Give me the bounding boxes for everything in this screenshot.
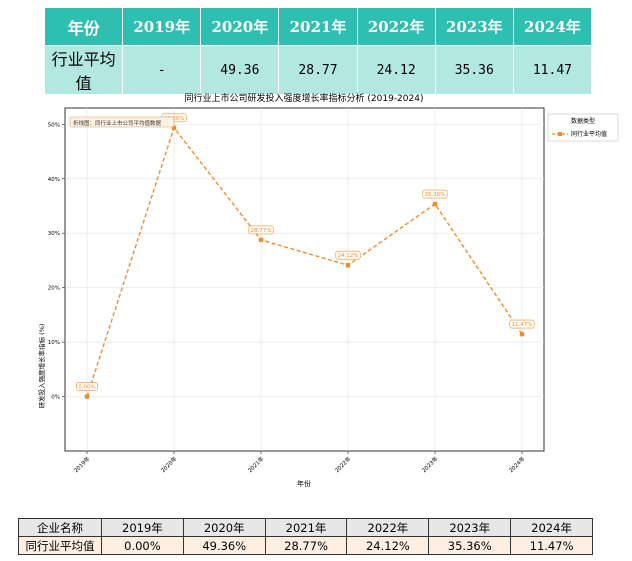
data-series — [84, 125, 525, 399]
summary-cell: 行业平均值 — [43, 45, 124, 95]
summary-cell: 35.36 — [434, 45, 514, 95]
data-label: 0.00% — [78, 385, 95, 391]
summary-header-cell: 2020年 — [200, 7, 280, 46]
detail-header-cell: 2022年 — [346, 518, 430, 537]
summary-header-cell: 2024年 — [512, 7, 593, 46]
y-axis-label: 研发投入强度增长率指标 (%) — [37, 324, 46, 409]
legend-series-label: 同行业平均值 — [571, 130, 607, 138]
y-tick-label: 0% — [51, 395, 60, 401]
data-point — [171, 125, 177, 131]
data-label-box — [422, 189, 448, 199]
y-tick-label: 30% — [48, 231, 60, 237]
data-label: 28.77% — [251, 228, 272, 234]
summary-header-cell: 2023年 — [434, 7, 514, 46]
summary-header-cell: 年份 — [43, 7, 124, 46]
data-point — [84, 394, 90, 399]
x-axis-ticks: 2019年 2020年 2021年 2022年 2023年 2024年 — [72, 451, 527, 474]
detail-header-row: 企业名称 2019年 2020年 2021年 2022年 2023年 2024年 — [18, 518, 593, 537]
annotation-text: 折线图：同行业上市公司平均值数据 — [73, 119, 162, 127]
grid-lines — [65, 108, 544, 451]
chart-title: 同行业上市公司研发投入强度增长率指标分析 (2019-2024) — [185, 92, 424, 104]
data-point — [345, 263, 351, 268]
line-chart: 同行业上市公司研发投入强度增长率指标分析 (2019-2024) 0% 10% 20… — [37, 92, 619, 488]
summary-cell: 24.12 — [356, 45, 436, 95]
y-axis-ticks: 0% 10% 20% 30% 40% 50% — [48, 122, 65, 401]
summary-cell: 28.77 — [278, 45, 358, 95]
data-label-box — [335, 250, 361, 260]
data-label: 24.12% — [338, 253, 359, 259]
x-tick-label: 2019年 — [72, 454, 92, 474]
y-tick-label: 10% — [48, 340, 60, 346]
detail-cell: 0.00% — [101, 536, 184, 555]
detail-cell: 28.77% — [264, 536, 348, 555]
detail-header-cell: 2023年 — [428, 518, 512, 537]
summary-header-row: 年份 2019年 2020年 2021年 2022年 2023年 2024年 — [43, 7, 593, 46]
annotation-box — [69, 116, 175, 128]
detail-header-cell: 2021年 — [264, 518, 348, 537]
chart-annotation: 折线图：同行业上市公司平均值数据 — [69, 116, 175, 128]
legend-box — [547, 113, 619, 142]
legend-marker-swatch — [558, 132, 562, 136]
detail-header-cell: 企业名称 — [18, 518, 102, 537]
y-tick-label: 50% — [48, 122, 60, 128]
x-tick-label: 2020年 — [159, 454, 179, 474]
plot-area — [64, 107, 545, 452]
summary-cell: 11.47 — [512, 45, 593, 95]
data-point — [519, 331, 525, 337]
y-tick-label: 40% — [48, 177, 60, 183]
x-axis-label: 年份 — [297, 479, 311, 488]
data-label-box — [248, 225, 274, 235]
summary-cell: - — [122, 45, 202, 95]
detail-cell: 24.12% — [346, 536, 430, 555]
detail-cell: 同行业平均值 — [18, 536, 102, 555]
summary-table: 年份 2019年 2020年 2021年 2022年 2023年 2024年 行… — [43, 7, 593, 95]
summary-header-cell: 2019年 — [122, 7, 202, 46]
data-label: 35.36% — [425, 192, 446, 198]
series-line — [86, 126, 523, 397]
x-tick-label: 2024年 — [507, 454, 527, 474]
x-tick-label: 2021年 — [246, 454, 266, 474]
summary-data-row: 行业平均值 - 49.36 28.77 24.12 35.36 11.47 — [43, 45, 593, 95]
x-tick-label: 2023年 — [420, 454, 440, 474]
detail-header-cell: 2024年 — [510, 518, 593, 537]
detail-cell: 35.36% — [428, 536, 512, 555]
detail-cell: 49.36% — [182, 536, 266, 555]
y-tick-label: 20% — [48, 286, 60, 292]
data-label-box — [76, 382, 98, 391]
detail-data-row: 同行业平均值 0.00% 49.36% 28.77% 24.12% 35.36%… — [18, 536, 593, 555]
legend-title: 数据类型 — [571, 117, 595, 125]
data-point — [258, 237, 264, 243]
detail-cell: 11.47% — [510, 536, 593, 555]
summary-header-cell: 2022年 — [356, 7, 436, 46]
detail-table: 企业名称 2019年 2020年 2021年 2022年 2023年 2024年… — [18, 518, 593, 555]
summary-header-cell: 2021年 — [278, 7, 358, 46]
data-label: 11.47% — [512, 322, 533, 328]
x-tick-label: 2022年 — [333, 454, 353, 474]
data-point — [432, 201, 438, 207]
detail-header-cell: 2020年 — [182, 518, 266, 537]
detail-header-cell: 2019年 — [101, 518, 184, 537]
legend: 数据类型 同行业平均值 — [547, 113, 619, 142]
data-label-box — [509, 319, 535, 329]
